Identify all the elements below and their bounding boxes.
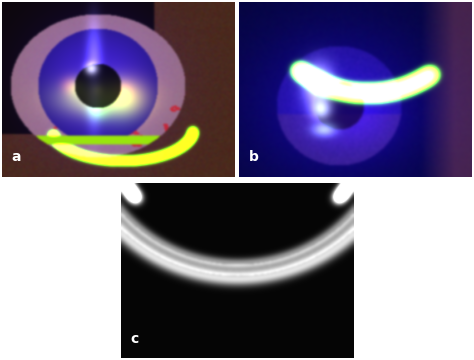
Text: b: b [248, 150, 258, 164]
Text: c: c [130, 332, 138, 346]
Text: a: a [12, 150, 21, 164]
